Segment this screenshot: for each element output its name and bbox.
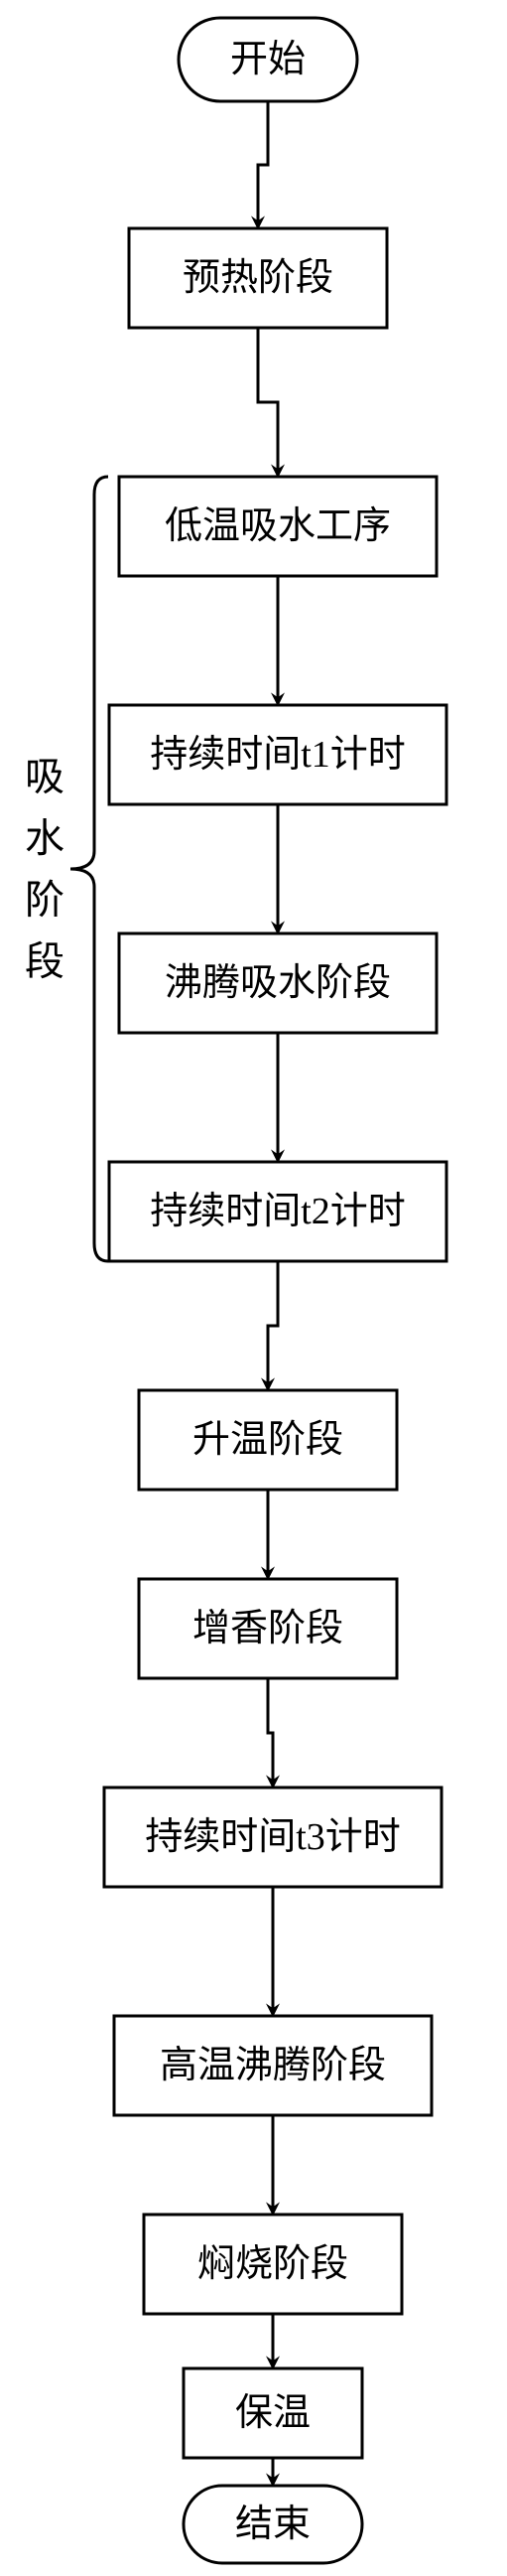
node-n7: 增香阶段 xyxy=(139,1579,397,1678)
edge-n5-n6 xyxy=(268,1261,278,1390)
node-n2: 低温吸水工序 xyxy=(119,477,437,576)
node-n6: 升温阶段 xyxy=(139,1390,397,1490)
node-n3-label: 持续时间t1计时 xyxy=(150,734,406,776)
side-bracket xyxy=(70,477,108,1261)
node-n1: 预热阶段 xyxy=(129,228,387,328)
node-start-label: 开始 xyxy=(230,39,306,80)
node-n7-label: 增香阶段 xyxy=(192,1608,343,1649)
node-n10-label: 焖烧阶段 xyxy=(197,2243,348,2285)
edge-start-n1 xyxy=(258,101,268,228)
node-n8-label: 持续时间t3计时 xyxy=(145,1816,401,1858)
node-n9-label: 高温沸腾阶段 xyxy=(160,2045,386,2086)
side-bracket-label-char-2: 阶 xyxy=(25,878,64,923)
node-n4-label: 沸腾吸水阶段 xyxy=(165,962,391,1004)
node-n6-label: 升温阶段 xyxy=(192,1419,343,1461)
node-end-label: 结束 xyxy=(235,2504,311,2545)
side-bracket-label-char-1: 水 xyxy=(25,816,64,861)
side-bracket-label-char-3: 段 xyxy=(25,939,64,984)
node-n5: 持续时间t2计时 xyxy=(109,1162,446,1261)
node-n3: 持续时间t1计时 xyxy=(109,705,446,804)
node-n2-label: 低温吸水工序 xyxy=(165,505,391,547)
node-end: 结束 xyxy=(184,2486,362,2563)
node-n1-label: 预热阶段 xyxy=(183,257,333,299)
node-n11-label: 保温 xyxy=(235,2392,311,2434)
side-bracket-label-char-0: 吸 xyxy=(25,755,64,799)
node-n4: 沸腾吸水阶段 xyxy=(119,933,437,1033)
edge-n1-n2 xyxy=(258,328,278,477)
node-n5-label: 持续时间t2计时 xyxy=(150,1191,406,1232)
node-n10: 焖烧阶段 xyxy=(144,2215,402,2314)
edge-n7-n8 xyxy=(268,1678,273,1788)
node-n8: 持续时间t3计时 xyxy=(104,1788,442,1887)
flowchart-diagram: 开始预热阶段低温吸水工序持续时间t1计时沸腾吸水阶段持续时间t2计时升温阶段增香… xyxy=(0,0,507,2571)
node-n11: 保温 xyxy=(184,2368,362,2458)
node-start: 开始 xyxy=(179,18,357,101)
node-n9: 高温沸腾阶段 xyxy=(114,2016,432,2115)
